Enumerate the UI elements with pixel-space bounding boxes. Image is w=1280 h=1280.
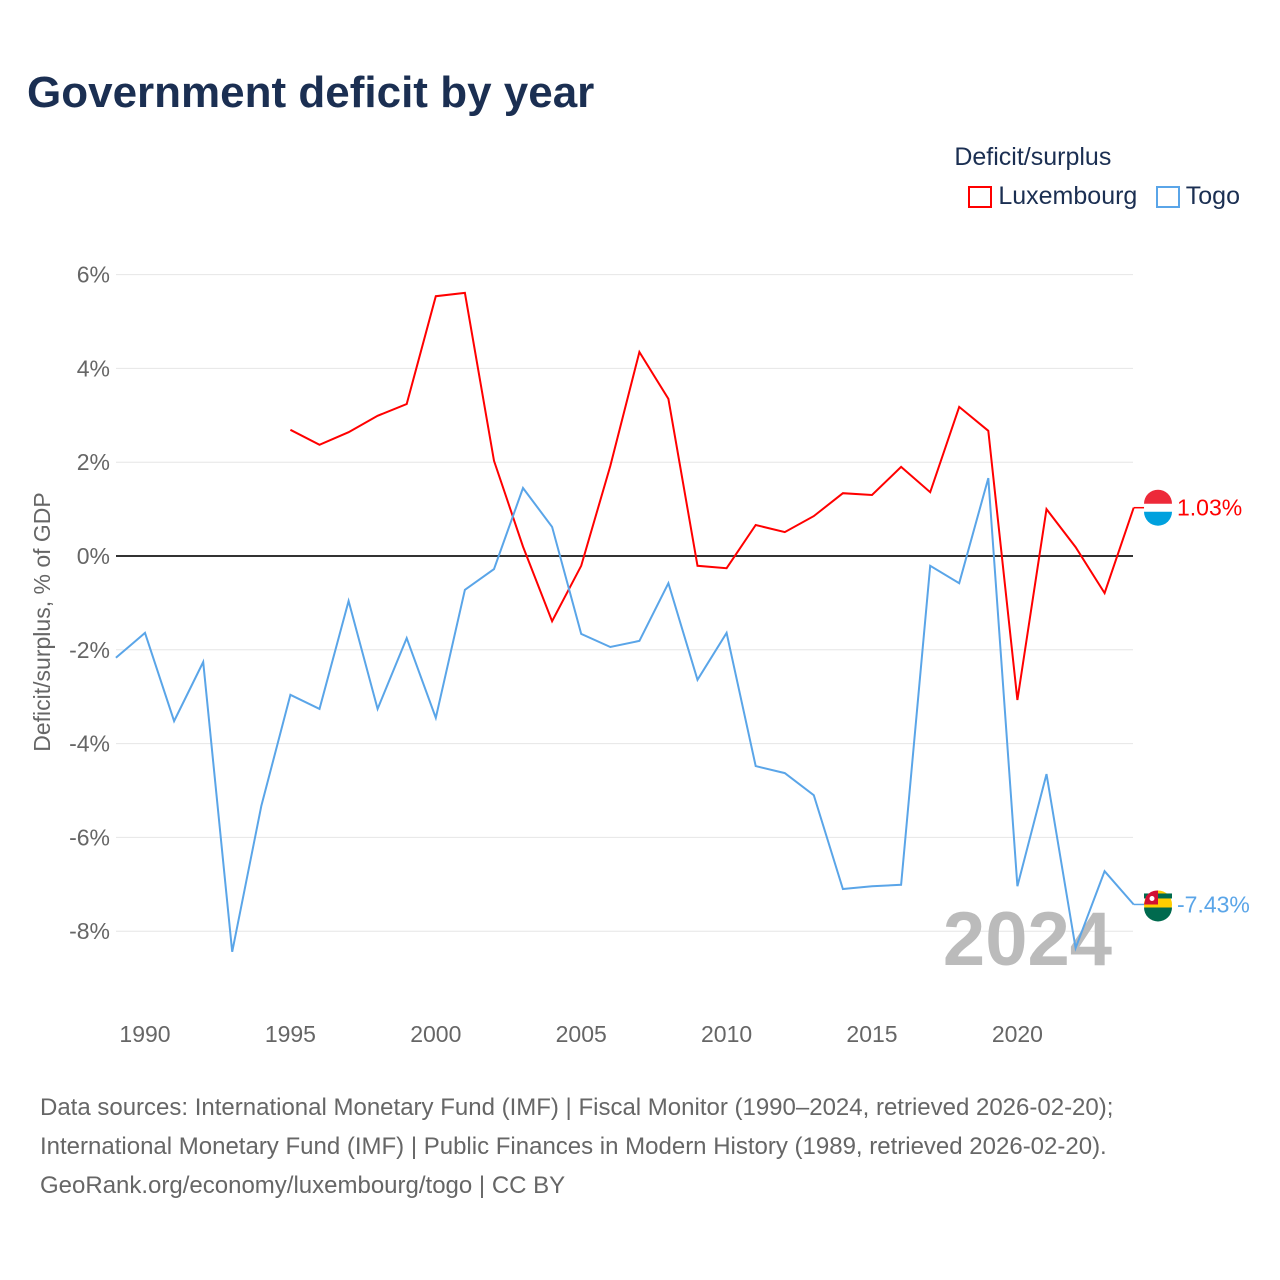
source-line: Data sources: International Monetary Fun…	[40, 1094, 1114, 1121]
year-watermark: 2024	[943, 897, 1112, 982]
chart-title: Government deficit by year	[27, 68, 595, 117]
legend: Deficit/surplus Luxembourg Togo	[954, 143, 1240, 213]
y-tick-label: 6%	[77, 262, 110, 288]
y-axis-label: Deficit/surplus, % of GDP	[29, 492, 55, 751]
luxembourg-flag-icon	[1144, 489, 1172, 526]
series-line-togo	[115, 477, 1135, 952]
flag-star	[1149, 895, 1155, 901]
source-line: International Monetary Fund (IMF) | Publ…	[40, 1133, 1107, 1160]
x-tick-label: 1990	[119, 1021, 170, 1047]
y-tick-label: -8%	[69, 918, 110, 944]
legend-item-luxembourg[interactable]: Luxembourg	[968, 182, 1137, 211]
legend-label: Togo	[1185, 182, 1240, 210]
x-tick-label: 2010	[701, 1021, 752, 1047]
legend-title: Deficit/surplus	[954, 143, 1112, 171]
y-tick-label: -4%	[69, 731, 110, 757]
flag-stripe	[1144, 511, 1172, 526]
end-value-label: 1.03%	[1177, 495, 1242, 521]
x-tick-label: 2020	[992, 1021, 1043, 1047]
y-tick-label: 2%	[77, 449, 110, 475]
x-tick-label: 1995	[265, 1021, 316, 1047]
y-tick-label: -6%	[69, 824, 110, 850]
flag-stripe	[1144, 907, 1172, 922]
x-tick-label: 2005	[556, 1021, 607, 1047]
legend-swatch	[1155, 185, 1180, 208]
footer: Data sources: International Monetary Fun…	[40, 1088, 1113, 1205]
flag-stripe	[1144, 489, 1172, 504]
line-chart: 6% 4% 2% 0% -2% -4% -6% -8% 1990 1995 2000 2005 2010…	[29, 262, 1250, 1047]
legend-label: Luxembourg	[998, 182, 1138, 210]
x-tick-label: 2015	[846, 1021, 897, 1047]
y-tick-label: 4%	[77, 355, 110, 381]
end-value-label: -7.43%	[1177, 891, 1250, 917]
series-line-luxembourg	[289, 291, 1135, 701]
legend-item-togo[interactable]: Togo	[1155, 182, 1240, 211]
legend-swatch	[968, 185, 993, 208]
x-tick-label: 2000	[410, 1021, 461, 1047]
y-tick-label: -2%	[69, 637, 110, 663]
attribution: GeoRank.org/economy/luxembourg/togo | CC…	[40, 1172, 566, 1199]
y-tick-label: 0%	[77, 543, 110, 569]
togo-flag-icon	[1144, 890, 1172, 922]
